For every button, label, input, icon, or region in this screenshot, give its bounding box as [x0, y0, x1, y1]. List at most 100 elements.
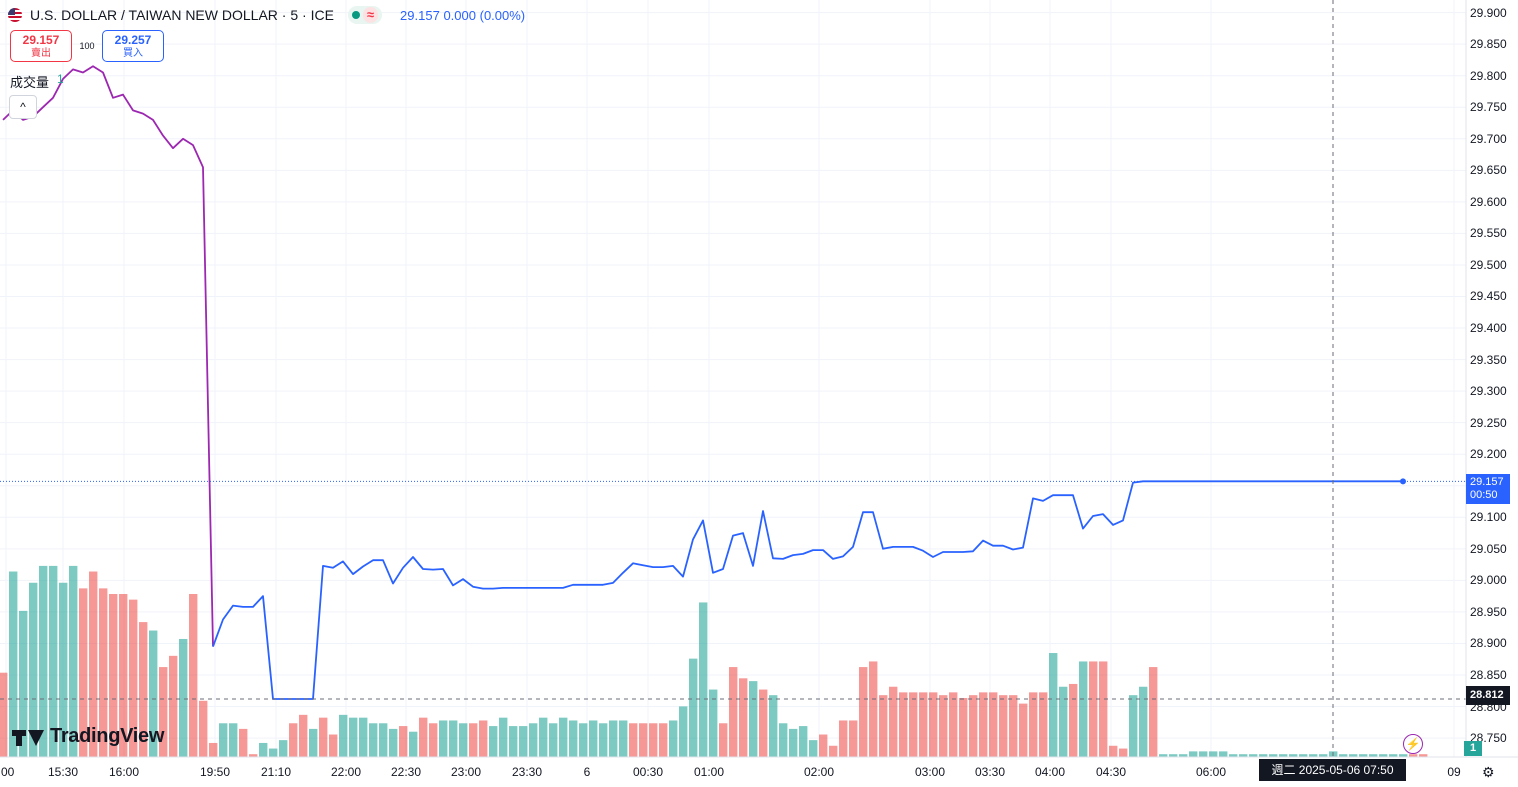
delayed-data-icon: ≈ [362, 7, 379, 23]
time-tick-label: 03:00 [914, 765, 946, 779]
volume-bar [39, 565, 48, 757]
volume-bar [839, 720, 848, 757]
volume-bar [749, 681, 758, 757]
volume-bar [159, 667, 168, 757]
volume-bar [1159, 754, 1168, 757]
volume-bar [1099, 661, 1108, 757]
volume-bar [279, 740, 288, 757]
volume-bar [339, 714, 348, 757]
time-tick-label: 04:30 [1095, 765, 1127, 779]
volume-bar [1179, 754, 1188, 757]
volume-bar [1349, 754, 1358, 757]
volume-bar [1139, 686, 1148, 757]
buy-label: 買入 [123, 48, 143, 59]
price-tick-label: 28.900 [1470, 636, 1507, 651]
volume-bar [289, 723, 298, 757]
volume-bar [1279, 754, 1288, 757]
volume-bar [859, 667, 868, 757]
volume-bar [769, 695, 778, 757]
price-tick-label: 29.600 [1470, 194, 1507, 209]
volume-bar [309, 728, 318, 757]
volume-bar [499, 717, 508, 757]
volume-bar [659, 723, 668, 757]
volume-bar [829, 745, 838, 757]
price-change-pct: (0.00%) [479, 7, 526, 23]
volume-bar [649, 723, 658, 757]
price-tick-label: 29.550 [1470, 226, 1507, 241]
last-price: 29.157 [400, 7, 440, 23]
market-status-pill[interactable]: ≈ [347, 6, 383, 24]
volume-bar [779, 723, 788, 757]
volume-bar [439, 720, 448, 757]
volume-bar [1169, 754, 1178, 757]
time-tick-label: 03:30 [974, 765, 1006, 779]
volume-bar [139, 622, 148, 757]
volume-bar [1289, 754, 1298, 757]
volume-bar [1079, 661, 1088, 757]
price-tick-label: 29.900 [1470, 5, 1507, 20]
volume-bar [1369, 754, 1378, 757]
sell-button[interactable]: 29.157 賣出 [10, 30, 72, 62]
crosshair [0, 0, 1466, 757]
time-tick-label: 06:00 [1195, 765, 1227, 779]
volume-bar [129, 599, 138, 757]
time-tick-label: 23:30 [511, 765, 543, 779]
volume-bar [0, 672, 8, 757]
volume-bar [589, 720, 598, 757]
volume-bar [1219, 751, 1228, 757]
volume-bar [1359, 754, 1368, 757]
volume-bar [1269, 754, 1278, 757]
time-tick-label: 00:30 [632, 765, 664, 779]
buy-button[interactable]: 29.257 買入 [102, 30, 164, 62]
volume-bar [479, 720, 488, 757]
volume-bar [899, 692, 908, 757]
price-tick-label: 29.700 [1470, 131, 1507, 146]
last-price-tag: 29.157 00:50 [1466, 474, 1510, 504]
volume-bar [509, 726, 518, 757]
volume-bar [1229, 754, 1238, 757]
tradingview-logo[interactable]: TradingView [12, 725, 164, 748]
volume-legend[interactable]: 成交量 1 [10, 72, 64, 91]
volume-bar [1009, 695, 1018, 757]
volume-bar [29, 582, 38, 757]
volume-bar [69, 565, 78, 757]
time-tick-label: 22:30 [390, 765, 422, 779]
buy-price: 29.257 [114, 33, 152, 47]
price-tick-label: 29.050 [1470, 541, 1507, 556]
price-tick-label: 29.750 [1470, 100, 1507, 115]
volume-bar [79, 588, 88, 757]
volume-bar [1209, 751, 1218, 757]
volume-bar [549, 723, 558, 757]
volume-bar [1309, 754, 1318, 757]
symbol-title[interactable]: U.S. DOLLAR / TAIWAN NEW DOLLAR · 5 · IC… [30, 7, 334, 23]
time-tick-label: 22:00 [330, 765, 362, 779]
volume-bar [389, 728, 398, 757]
volume-bar [909, 692, 918, 757]
volume-bar [449, 720, 458, 757]
spread-value: 100 [79, 41, 95, 51]
volume-bar [209, 742, 218, 757]
volume-bar [529, 723, 538, 757]
price-tick-label: 29.400 [1470, 321, 1507, 336]
price-tick-label: 29.500 [1470, 257, 1507, 272]
volume-bar [1109, 745, 1118, 757]
crosshair-date-tag: 週二 2025-05-06 07:50 [1259, 759, 1406, 781]
volume-bar [1199, 751, 1208, 757]
volume-bar [369, 723, 378, 757]
price-tick-label: 29.200 [1470, 447, 1507, 462]
price-line-current-session [212, 480, 1403, 700]
volume-bar [399, 726, 408, 757]
volume-bar [979, 692, 988, 757]
volume-bar [489, 726, 498, 757]
price-tick-label: 29.100 [1470, 510, 1507, 525]
settings-gear-icon[interactable]: ⚙ [1482, 764, 1495, 780]
volume-bar [949, 692, 958, 757]
volume-bar [1069, 683, 1078, 757]
volume-bar [1089, 661, 1098, 757]
volume-bar [349, 717, 358, 757]
price-tick-label: 29.450 [1470, 289, 1507, 304]
lightning-icon[interactable]: ⚡ [1403, 734, 1423, 754]
volume-bar [889, 686, 898, 757]
collapse-legend-button[interactable]: ^ [9, 95, 37, 119]
